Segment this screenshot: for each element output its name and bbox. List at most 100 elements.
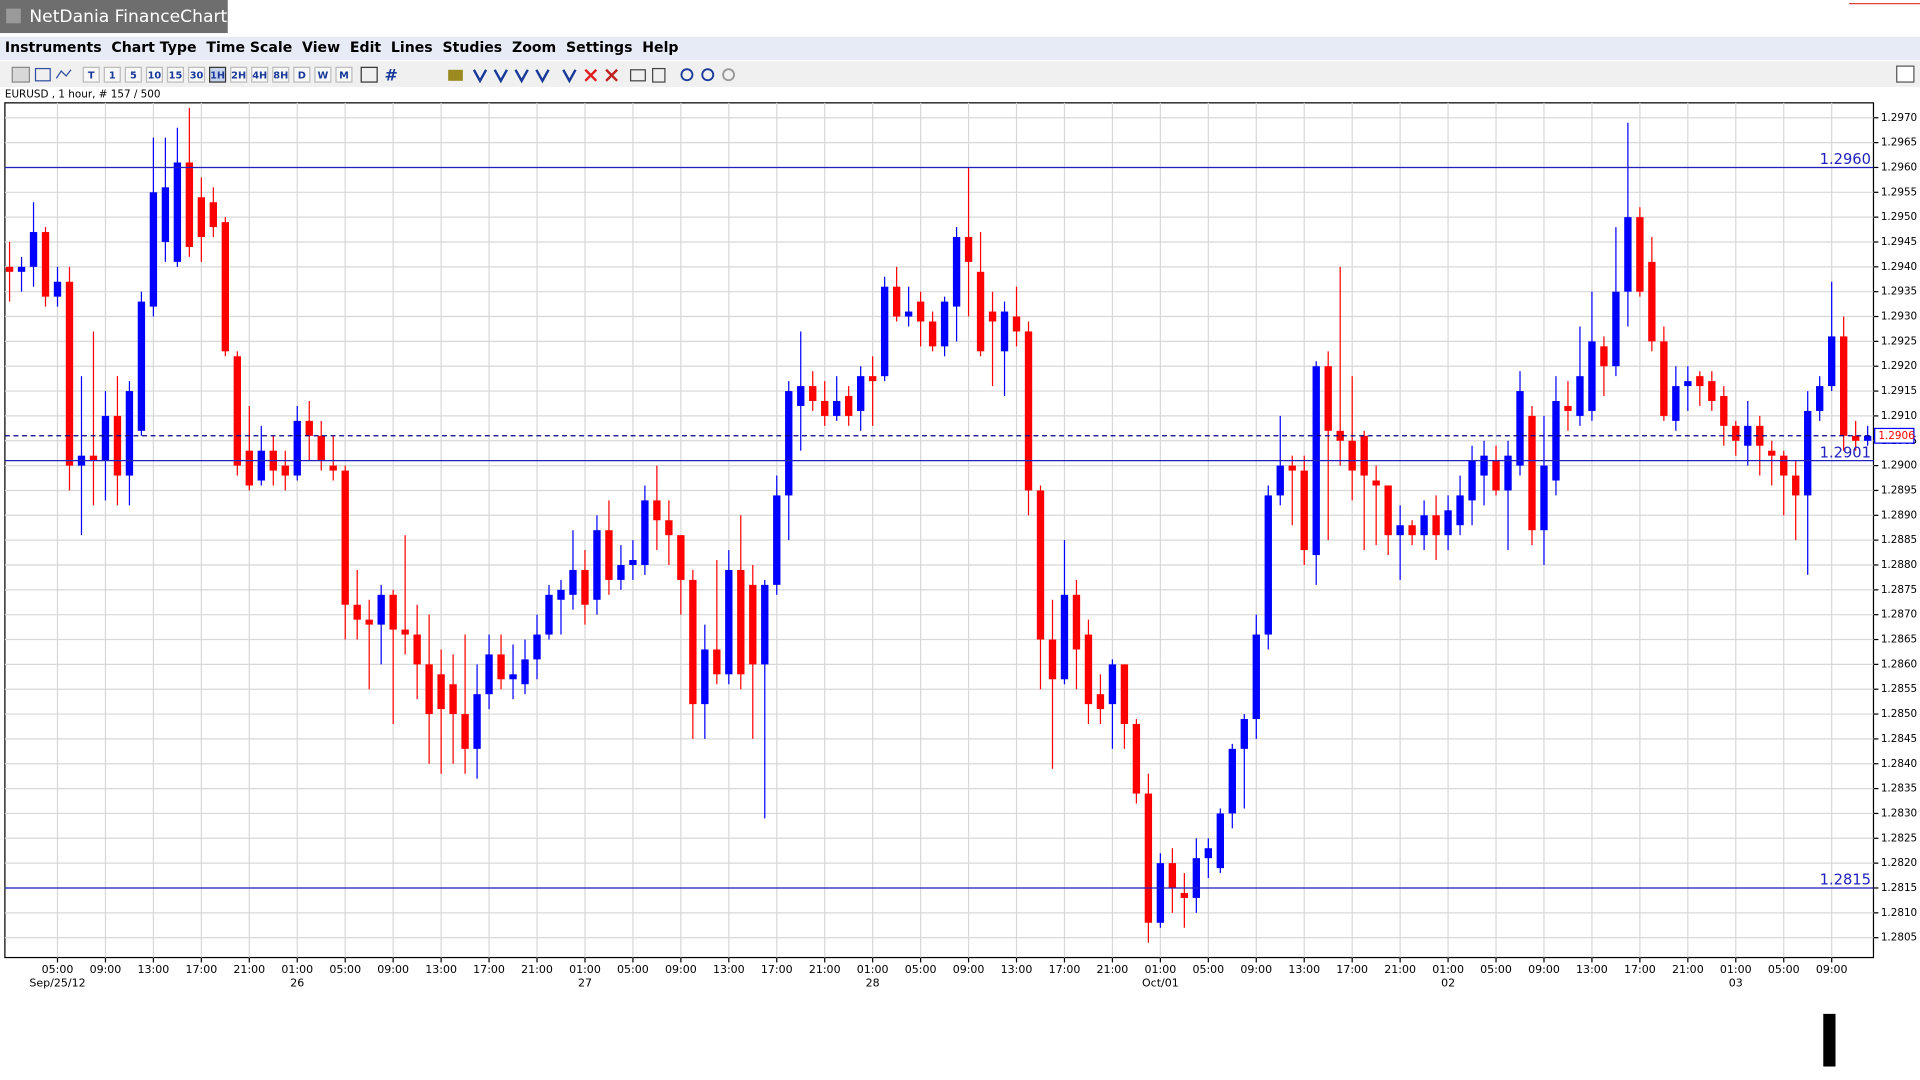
toolbar-button-label[interactable]: W bbox=[317, 70, 328, 81]
line-tools[interactable] bbox=[472, 69, 577, 84]
candle-body bbox=[880, 286, 889, 377]
candle-body bbox=[1552, 401, 1560, 481]
toolbar-button-label[interactable]: 30 bbox=[190, 70, 204, 81]
delete-icon[interactable] bbox=[584, 68, 598, 82]
y-tick-label: 1.2900 bbox=[1881, 460, 1917, 472]
toolbar-button-label[interactable]: 4H bbox=[252, 70, 267, 81]
y-tick-label: 1.2960 bbox=[1881, 161, 1917, 173]
candle-body bbox=[1276, 465, 1284, 496]
candle-body bbox=[1096, 694, 1105, 710]
toolbar-button-label[interactable]: M bbox=[339, 70, 349, 81]
menu-item[interactable]: Studies bbox=[442, 40, 502, 56]
candle-body bbox=[1072, 594, 1081, 650]
menu-item[interactable]: Help bbox=[642, 40, 678, 56]
candle-body bbox=[677, 535, 685, 580]
x-tick-label: 01:00 bbox=[1720, 963, 1752, 976]
scroll-handle[interactable] bbox=[1823, 1013, 1836, 1067]
toolbar-button-label[interactable]: 2H bbox=[231, 70, 246, 81]
line-icon[interactable] bbox=[55, 69, 72, 79]
menu-item[interactable]: View bbox=[302, 40, 340, 56]
candle-body bbox=[1696, 376, 1704, 387]
toolbar-button-label[interactable]: 5 bbox=[130, 70, 137, 81]
toolbar-button-label[interactable]: 15 bbox=[169, 70, 183, 81]
toolbar-button[interactable] bbox=[293, 66, 311, 83]
candle-body bbox=[1324, 366, 1332, 431]
candle-body bbox=[761, 584, 769, 665]
y-tick-label: 1.2810 bbox=[1881, 907, 1917, 919]
menu-item[interactable]: Settings bbox=[566, 40, 632, 56]
toolbar-button[interactable] bbox=[230, 66, 248, 83]
candle-body bbox=[1540, 465, 1548, 531]
candle-body bbox=[1060, 594, 1069, 680]
x-tick-label: 17:00 bbox=[473, 963, 505, 976]
zoom-in-icon[interactable] bbox=[680, 68, 694, 82]
candle-body bbox=[581, 569, 589, 605]
candle-body bbox=[713, 649, 721, 675]
toolbar-button-label[interactable]: 1 bbox=[109, 70, 116, 81]
y-tick-label: 1.2950 bbox=[1881, 211, 1917, 223]
menu-item[interactable]: Lines bbox=[391, 40, 433, 56]
print-icon[interactable] bbox=[630, 69, 646, 82]
grid-icon[interactable]: # bbox=[384, 65, 397, 84]
candle-body bbox=[1684, 381, 1692, 387]
toolbar-button[interactable] bbox=[82, 66, 100, 83]
crosshair-icon[interactable] bbox=[360, 66, 378, 83]
toolbar-button[interactable] bbox=[166, 66, 185, 83]
candle-body bbox=[449, 684, 457, 715]
toolbar-button[interactable] bbox=[145, 66, 163, 83]
candle-body bbox=[653, 500, 661, 521]
menu-item[interactable]: Instruments bbox=[5, 40, 102, 56]
chart-icon[interactable] bbox=[34, 67, 51, 82]
candle-body bbox=[389, 594, 397, 630]
candle-body bbox=[1636, 217, 1644, 292]
delete-all-icon[interactable] bbox=[605, 68, 619, 82]
menu-item[interactable]: Chart Type bbox=[111, 40, 196, 56]
menu-item[interactable]: Zoom bbox=[512, 40, 556, 56]
candle-body bbox=[1168, 863, 1177, 888]
candle-body bbox=[773, 495, 781, 585]
candle-body bbox=[509, 674, 517, 680]
toolbar-button-label[interactable]: 8H bbox=[273, 70, 288, 81]
toolbar-button[interactable] bbox=[124, 66, 142, 83]
preview-icon[interactable] bbox=[652, 67, 666, 83]
y-tick-label: 1.2915 bbox=[1881, 385, 1917, 397]
chart-icon[interactable] bbox=[11, 66, 30, 83]
candle-body bbox=[1588, 341, 1596, 411]
candle-body bbox=[1384, 485, 1392, 536]
toolbar-button[interactable] bbox=[209, 66, 227, 83]
x-tick-label: 13:00 bbox=[1001, 963, 1033, 976]
toolbar-button[interactable] bbox=[335, 66, 353, 83]
last-price-label: 1.2906 bbox=[1878, 430, 1914, 442]
y-tick-label: 1.2955 bbox=[1881, 186, 1917, 198]
toolbar-button[interactable] bbox=[314, 66, 332, 83]
toolbar-button[interactable] bbox=[187, 66, 206, 83]
volume-icon[interactable] bbox=[448, 69, 463, 81]
candle-body bbox=[329, 465, 337, 471]
menu-item[interactable]: Time Scale bbox=[206, 40, 292, 56]
toolbar-button[interactable] bbox=[272, 66, 290, 83]
toolbar-button[interactable] bbox=[251, 66, 269, 83]
candle-body bbox=[1204, 848, 1212, 859]
menu-item[interactable]: Edit bbox=[350, 40, 382, 56]
panel-button[interactable] bbox=[1896, 65, 1915, 83]
toolbar-button[interactable] bbox=[103, 66, 121, 83]
toolbar-button-label[interactable]: D bbox=[298, 70, 306, 81]
candle-body bbox=[1360, 435, 1368, 476]
zoom-out-icon[interactable] bbox=[701, 68, 715, 82]
toolbar-button-label[interactable]: 1H bbox=[210, 70, 225, 81]
candle-body bbox=[857, 376, 865, 411]
y-tick-label: 1.2920 bbox=[1881, 360, 1917, 372]
y-tick-label: 1.2820 bbox=[1881, 857, 1917, 869]
toolbar-button-label[interactable]: 10 bbox=[148, 70, 162, 81]
candle-body bbox=[365, 619, 373, 625]
candle-body bbox=[161, 187, 170, 242]
toolbar-button-label[interactable]: T bbox=[88, 70, 95, 81]
zoom-reset-icon[interactable] bbox=[722, 68, 735, 82]
x-tick-label: 09:00 bbox=[1240, 963, 1272, 976]
candle-body bbox=[940, 301, 949, 347]
candle-body bbox=[245, 450, 253, 486]
candle-body bbox=[1720, 396, 1728, 426]
candle-body bbox=[341, 470, 349, 605]
y-tick-label: 1.2860 bbox=[1881, 658, 1917, 670]
